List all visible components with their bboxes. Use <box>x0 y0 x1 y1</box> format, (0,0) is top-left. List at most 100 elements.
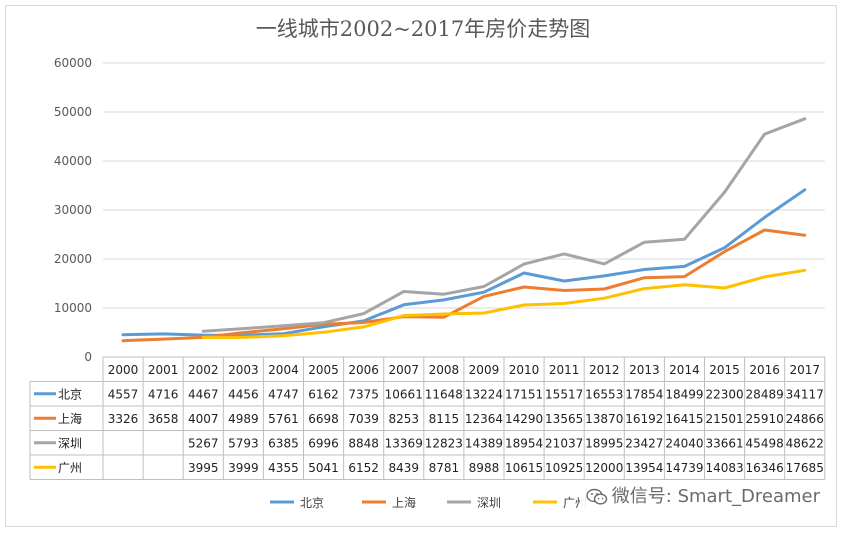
data-label: 21501 <box>705 412 743 426</box>
legend-label: 上海 <box>392 495 416 510</box>
data-label: 23427 <box>625 437 663 451</box>
data-label: 3658 <box>148 412 179 426</box>
data-label: 5041 <box>308 461 339 475</box>
data-label: 3326 <box>108 412 139 426</box>
data-label: 10615 <box>505 461 543 475</box>
series-line-北京 <box>121 188 807 337</box>
data-label: 4467 <box>188 388 219 402</box>
data-label: 4355 <box>268 461 299 475</box>
data-table: 2000 2001 2002 2003 2004 2005 2006 2007 2008 2009… <box>29 356 826 480</box>
data-label: 6162 <box>308 388 339 402</box>
table-row-label: 上海 <box>58 411 82 426</box>
data-label: 16415 <box>665 412 703 426</box>
data-label: 5761 <box>268 412 299 426</box>
data-label: 4747 <box>268 388 299 402</box>
x-category-label: 2016 <box>749 363 780 377</box>
data-label: 8439 <box>388 461 419 475</box>
y-tick-label: 10000 <box>54 301 92 315</box>
wechat-icon <box>586 488 607 505</box>
data-label: 14389 <box>465 437 503 451</box>
data-label: 18954 <box>505 437 543 451</box>
table-row-label: 广州 <box>58 461 82 475</box>
data-label: 3995 <box>188 461 219 475</box>
chart-frame <box>5 5 837 527</box>
data-label: 7039 <box>348 412 379 426</box>
data-label: 48622 <box>786 437 824 451</box>
x-category-label: 2012 <box>589 363 620 377</box>
x-category-label: 2002 <box>188 363 219 377</box>
data-label: 34117 <box>786 388 824 402</box>
data-label: 14739 <box>665 461 703 475</box>
data-label: 13870 <box>585 412 623 426</box>
data-label: 22300 <box>705 388 743 402</box>
data-label: 15517 <box>545 388 583 402</box>
data-label: 17151 <box>505 388 543 402</box>
data-label: 18995 <box>585 437 623 451</box>
data-label: 8115 <box>429 412 460 426</box>
x-category-label: 2015 <box>709 363 740 377</box>
data-label: 4989 <box>228 412 259 426</box>
data-label: 10661 <box>385 388 423 402</box>
x-category-label: 2011 <box>549 363 580 377</box>
data-label: 16553 <box>585 388 623 402</box>
gridlines <box>103 62 825 309</box>
data-label: 4456 <box>228 388 259 402</box>
x-category-label: 2001 <box>148 363 179 377</box>
data-label: 16192 <box>625 412 663 426</box>
data-label: 17854 <box>625 388 663 402</box>
x-category-label: 2006 <box>348 363 379 377</box>
data-label: 5793 <box>228 437 259 451</box>
table-row-label: 北京 <box>58 388 82 402</box>
x-category-label: 2003 <box>228 363 259 377</box>
y-tick-label: 0 <box>84 350 92 364</box>
data-label: 13224 <box>465 388 503 402</box>
y-tick-label: 50000 <box>54 105 92 119</box>
legend-label: 深圳 <box>477 496 501 510</box>
x-category-label: 2009 <box>469 363 500 377</box>
data-label: 12000 <box>585 461 623 475</box>
y-axis: 0 10000 20000 30000 40000 50000 60000 <box>54 56 92 364</box>
data-label: 8988 <box>469 461 500 475</box>
data-label: 13954 <box>625 461 663 475</box>
x-category-label: 2008 <box>429 363 460 377</box>
data-label: 8781 <box>429 461 460 475</box>
x-category-label: 2010 <box>509 363 540 377</box>
data-label: 13565 <box>545 412 583 426</box>
legend-label: 北京 <box>300 496 324 510</box>
data-label: 21037 <box>545 437 583 451</box>
data-label: 18499 <box>665 388 703 402</box>
data-label: 16346 <box>746 461 784 475</box>
chart-title: 一线城市2002~2017年房价走势图 <box>255 17 591 41</box>
x-category-label: 2014 <box>669 363 700 377</box>
y-tick-label: 40000 <box>54 154 92 168</box>
data-label: 28489 <box>746 388 784 402</box>
x-category-label: 2007 <box>388 363 419 377</box>
data-label: 12364 <box>465 412 503 426</box>
data-label: 4007 <box>188 412 219 426</box>
data-label: 25910 <box>746 412 784 426</box>
table-row-label: 深圳 <box>58 437 82 451</box>
data-label: 8253 <box>388 412 419 426</box>
data-label: 3999 <box>228 461 259 475</box>
data-label: 45498 <box>746 437 784 451</box>
y-tick-label: 60000 <box>54 56 92 70</box>
data-label: 14083 <box>705 461 743 475</box>
x-category-label: 2017 <box>789 363 820 377</box>
data-label: 10925 <box>545 461 583 475</box>
data-label: 6996 <box>308 437 339 451</box>
y-tick-label: 20000 <box>54 252 92 266</box>
data-label: 33661 <box>705 437 743 451</box>
data-label: 24040 <box>665 437 703 451</box>
series-line-广州 <box>201 268 807 339</box>
x-category-label: 2004 <box>268 363 299 377</box>
x-category-label: 2013 <box>629 363 660 377</box>
x-category-label: 2005 <box>308 363 339 377</box>
data-label: 6385 <box>268 437 299 451</box>
series-line-上海 <box>121 228 807 343</box>
data-label: 11648 <box>425 388 463 402</box>
data-label: 14290 <box>505 412 543 426</box>
data-label: 6698 <box>308 412 339 426</box>
data-label: 24866 <box>786 412 824 426</box>
series-line-深圳 <box>201 117 807 333</box>
